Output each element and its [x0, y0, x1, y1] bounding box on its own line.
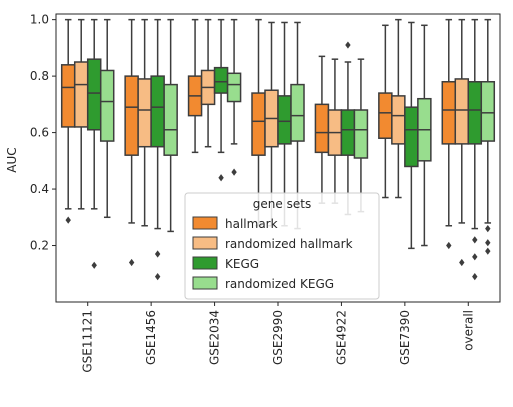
x-tick-label: GSE2990 [271, 310, 285, 365]
box-randomized-hallmark-GSE4922 [327, 58, 343, 204]
x-axis: GSE11121 GSE1456 GSE2034 GSE2990 GSE4922 GSE7… [81, 302, 475, 373]
box-iqr [314, 103, 330, 154]
box-iqr [467, 81, 483, 145]
flier-point [231, 168, 237, 176]
y-tick-label: 1.0 [30, 13, 49, 27]
box-randomized-KEGG-GSE4922 [353, 58, 369, 213]
y-tick-label: 0.2 [30, 239, 49, 253]
box-iqr [454, 78, 470, 145]
legend: gene sets hallmark randomized hallmark KEGG… [184, 192, 380, 300]
box-randomized-hallmark-GSE7390 [391, 18, 406, 199]
box-iqr [277, 95, 292, 145]
flier-point [154, 250, 161, 258]
box-randomized-hallmark-GSE2990 [264, 21, 279, 227]
flier-point [472, 272, 478, 281]
flier-point [65, 216, 71, 224]
box-hallmark-overall [441, 18, 457, 250]
legend-swatch [192, 236, 218, 250]
box-KEGG-GSE4922 [340, 41, 356, 216]
box-KEGG-GSE7390 [404, 21, 419, 250]
box-iqr [99, 69, 115, 142]
box-iqr [73, 61, 89, 128]
x-tick-label: GSE1456 [144, 310, 158, 365]
flier-point [459, 258, 465, 267]
legend-entry: randomized KEGG [225, 277, 334, 291]
box-randomized-hallmark-GSE2034 [200, 18, 216, 148]
flier-point [128, 258, 135, 267]
box-iqr [150, 75, 165, 148]
box-KEGG-GSE2034 [213, 18, 229, 182]
flier-point [485, 239, 491, 247]
legend-title: gene sets [253, 197, 311, 211]
box-iqr [251, 92, 266, 156]
flier-point [446, 241, 452, 250]
box-iqr [480, 81, 496, 142]
box-randomized-hallmark-GSE1456 [137, 18, 152, 227]
box-iqr [226, 72, 242, 103]
box-iqr [213, 66, 229, 94]
box-iqr [391, 95, 406, 145]
box-iqr [378, 92, 393, 139]
box-iqr [404, 106, 419, 168]
box-KEGG-GSE1456 [150, 18, 165, 281]
box-KEGG-GSE11121 [86, 18, 102, 269]
box-randomized-KEGG-GSE1456 [163, 18, 178, 233]
y-tick-label: 0.6 [30, 126, 49, 140]
flier-point [345, 41, 351, 49]
flier-point [472, 253, 478, 261]
flier-point [485, 247, 491, 255]
box-randomized-hallmark-overall [454, 18, 470, 267]
axes-frame [55, 13, 501, 303]
box-iqr [60, 64, 76, 128]
box-KEGG-overall [467, 18, 483, 281]
y-tick-label: 0.8 [30, 69, 49, 83]
box-randomized-KEGG-GSE7390 [417, 24, 432, 247]
y-axis: 0.2 0.4 0.6 0.8 1.0 [30, 13, 56, 253]
x-tick-label: overall [461, 310, 475, 351]
box-iqr [353, 109, 369, 159]
box-randomized-hallmark-GSE11121 [73, 18, 89, 210]
flier-point [485, 224, 491, 233]
box-iqr [441, 81, 457, 145]
box-iqr [340, 109, 356, 156]
y-tick-label: 0.4 [30, 182, 49, 196]
box-iqr [137, 78, 152, 148]
x-tick-label: GSE4922 [334, 310, 348, 365]
box-hallmark-GSE2034 [187, 18, 203, 154]
box-hallmark-GSE7390 [378, 24, 393, 199]
plot-area [60, 18, 496, 281]
box-hallmark-GSE11121 [60, 18, 76, 224]
box-hallmark-GSE4922 [314, 55, 330, 204]
box-randomized-KEGG-GSE2034 [226, 18, 242, 176]
box-randomized-KEGG-overall [480, 18, 496, 255]
legend-swatch [192, 256, 218, 270]
legend-swatch [192, 276, 218, 290]
box-hallmark-GSE2990 [251, 18, 266, 227]
box-iqr [290, 83, 305, 142]
legend-swatch [192, 216, 218, 230]
legend-box [184, 192, 380, 300]
box-randomized-KEGG-GSE11121 [99, 18, 115, 219]
flier-point [154, 272, 161, 281]
box-iqr [124, 75, 139, 156]
box-hallmark-GSE1456 [124, 18, 139, 267]
flier-point [91, 261, 97, 269]
legend-entry: randomized hallmark [225, 237, 353, 251]
y-axis-label: AUC [5, 147, 19, 172]
x-tick-label: GSE11121 [81, 310, 95, 373]
box-iqr [86, 58, 102, 131]
flier-point [218, 174, 224, 182]
box-iqr [163, 83, 178, 156]
flier-point [472, 236, 478, 244]
x-tick-label: GSE2034 [208, 310, 222, 365]
x-tick-label: GSE7390 [398, 310, 412, 365]
legend-entry: hallmark [225, 217, 278, 231]
legend-entry: KEGG [225, 257, 259, 271]
